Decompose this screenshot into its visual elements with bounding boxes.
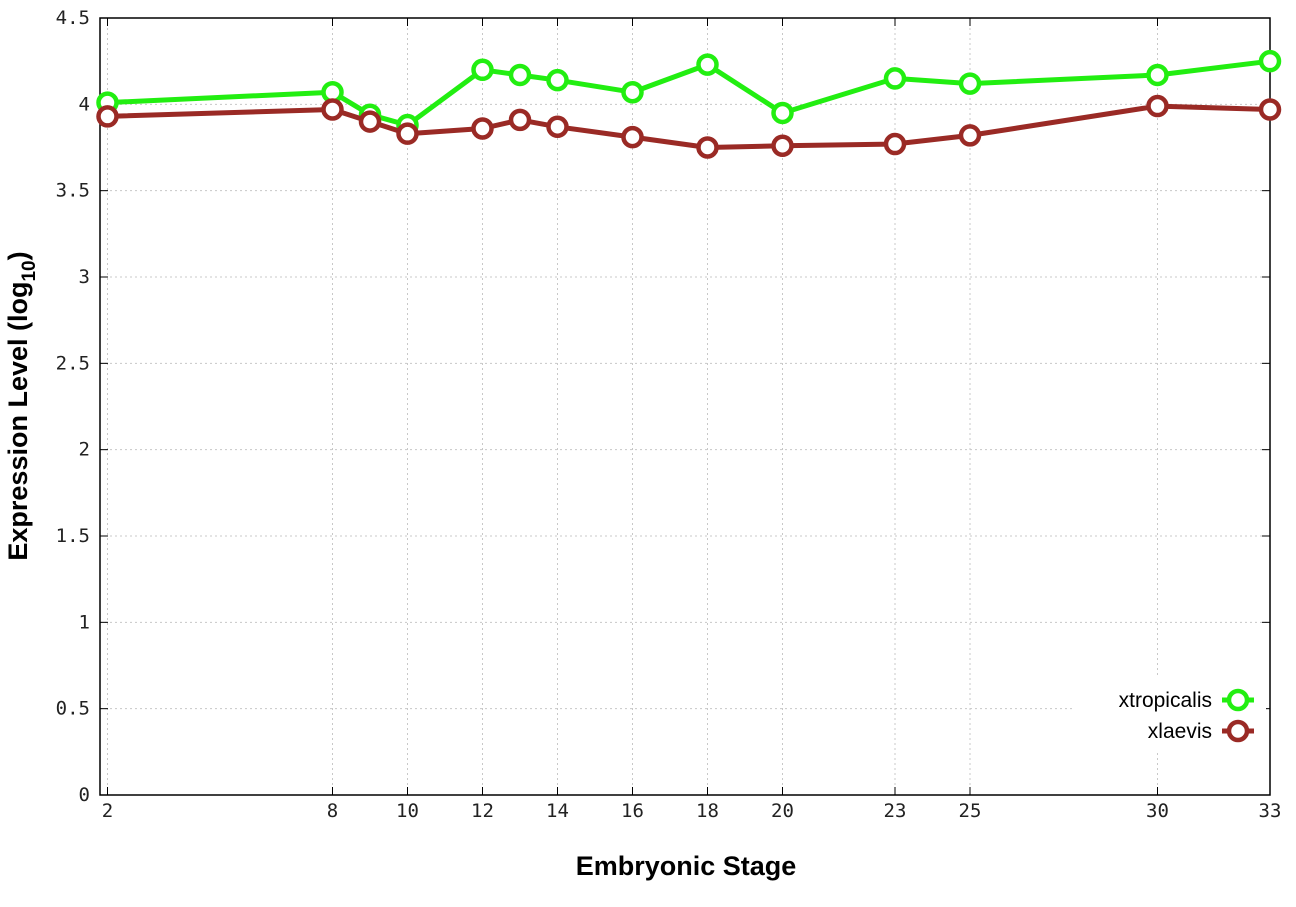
x-tick-label: 12 [471,800,494,822]
y-tick-label: 1.5 [56,525,90,547]
x-axis-title: Embryonic Stage [576,851,797,881]
y-tick-label: 1 [79,611,90,633]
data-point-xlaevis [958,124,982,147]
data-point-xtropicalis [883,67,907,90]
data-point-xlaevis [696,136,719,159]
series-line-xlaevis [107,103,1271,150]
y-tick-label: 3 [79,266,90,288]
data-point-xtropicalis [958,72,982,95]
legend-label-xlaevis: xlaevis [1148,720,1212,743]
data-point-xtropicalis [696,53,719,76]
x-tick-label: 25 [959,800,982,822]
data-point-xlaevis [471,117,494,140]
data-point-xtropicalis [771,101,794,125]
y-tick-label: 2 [79,439,90,461]
series-xlaevis [96,94,1282,159]
y-tick-label: 0.5 [56,698,90,720]
data-point-xlaevis [321,98,344,121]
y-tick-label: 3.5 [56,180,90,202]
y-tick-label: 4.5 [56,7,90,29]
data-point-xlaevis [358,110,382,133]
data-point-xlaevis [96,105,119,128]
y-tick-label: 4 [79,93,90,115]
data-point-xlaevis [883,132,907,156]
legend-marker-xlaevis [1226,719,1250,743]
data-point-xlaevis [621,125,644,149]
data-point-xtropicalis [621,80,644,104]
axis-ticks: 0 0.5 1 1.5 2 2.5 3 3.5 4 4.5 2 8 10 12 14 16 18 20 23 25 30… [56,7,1282,822]
data-point-xtropicalis [546,68,569,92]
x-tick-label: 14 [546,800,569,822]
data-point-xtropicalis [471,58,494,82]
y-tick-label: 2.5 [56,352,90,374]
x-tick-label: 23 [884,800,907,822]
y-axis-title-main: Expression Level (log [3,282,33,561]
x-tick-label: 10 [396,800,419,822]
y-tick-label: 0 [79,784,90,806]
x-tick-label: 16 [621,800,644,822]
data-point-xlaevis [508,108,532,132]
plot-frame [99,17,1271,796]
y-axis-title-subscript: 10 [19,260,40,281]
legend-marker-xtropicalis [1226,688,1250,712]
x-tick-label: 18 [696,800,719,822]
series-xtropicalis [96,49,1282,137]
y-axis-title-suffix: ) [3,251,33,260]
x-tick-label: 2 [102,800,113,822]
data-point-xlaevis [1258,98,1282,121]
data-point-xtropicalis [508,63,532,87]
legend: xtropicalis xlaevis [1072,676,1266,752]
x-tick-label: 20 [771,800,794,822]
legend-keys [1222,688,1254,743]
data-point-xlaevis [546,115,569,139]
y-axis-title: Expression Level (log10) [3,251,40,560]
data-point-xlaevis [1146,94,1169,118]
series-layer [96,49,1282,159]
data-point-xtropicalis [1258,49,1282,73]
data-point-xtropicalis [1146,63,1169,87]
x-tick-label: 33 [1259,800,1282,822]
data-point-xlaevis [771,134,794,158]
data-point-xlaevis [396,122,419,145]
legend-label-xtropicalis: xtropicalis [1119,689,1212,712]
x-tick-label: 30 [1146,800,1169,822]
x-tick-label: 8 [327,800,338,822]
